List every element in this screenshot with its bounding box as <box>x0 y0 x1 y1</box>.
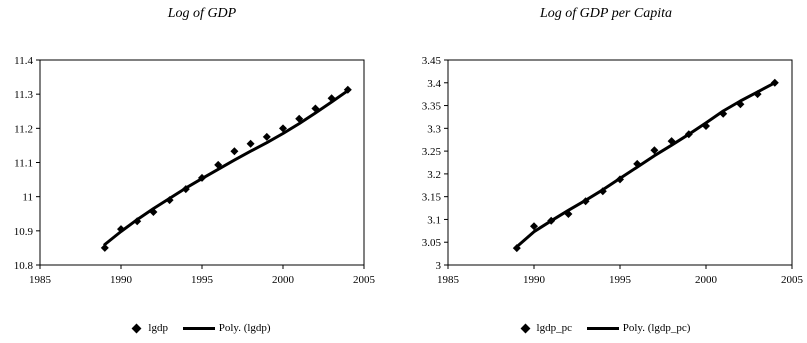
data-point <box>198 173 206 182</box>
legend-item-markers: lgdp <box>131 322 168 335</box>
chart-canvas-gdp: 10.8 10.9 11 11.1 11.2 11.3 11.4 1985 1990 1995 20… <box>14 55 376 286</box>
data-point <box>598 187 607 196</box>
chart-legend: lgdp Poly. (lgdp) <box>0 322 404 334</box>
y-tick-label: 11.2 <box>14 123 33 135</box>
data-point <box>100 243 109 252</box>
chart-canvas-gdp-per-capita: 3 3.05 3.1 3.15 3.2 3.25 3.3 3.35 3.4 3.45 1985 199… <box>422 55 804 286</box>
diamond-marker-icon <box>131 323 142 334</box>
x-tick-label: 1985 <box>29 274 52 286</box>
y-tick-label: 3 <box>436 260 442 272</box>
chart-title: Log of GDP <box>167 6 237 21</box>
legend-item-trendline: Poly. (lgdp) <box>182 322 271 335</box>
chart-title: Log of GDP per Capita <box>540 6 672 21</box>
data-point <box>753 90 762 99</box>
data-point <box>684 130 693 139</box>
data-point <box>262 132 271 141</box>
x-tick-label: 1990 <box>110 274 133 286</box>
diamond-marker-icon <box>520 323 530 334</box>
y-tick-label: 3.45 <box>422 55 442 67</box>
data-point <box>279 124 287 133</box>
data-point <box>530 222 538 231</box>
y-tick-label: 3.4 <box>427 78 441 90</box>
data-point <box>564 209 573 218</box>
chart-panel-gdp-per-capita: Log of GDP per Capita 3 3.05 3.1 3.15 3.2 3.2… <box>404 0 807 343</box>
x-tick-label: 2005 <box>781 274 804 286</box>
data-point <box>165 196 174 205</box>
data-point <box>343 85 352 94</box>
plot-area <box>447 59 793 266</box>
y-tick-label: 11.3 <box>14 89 33 101</box>
legend-item-markers: lgdp_pc <box>520 322 572 335</box>
legend-label: Poly. (lgdp) <box>218 322 271 335</box>
y-tick-label: 3.25 <box>422 146 442 158</box>
y-tick-label: 11.4 <box>14 55 33 67</box>
trendline <box>103 89 350 246</box>
data-point <box>181 185 190 194</box>
plot-area <box>39 59 365 266</box>
data-point <box>295 114 304 123</box>
x-tick-label: 1990 <box>523 274 546 286</box>
data-point <box>616 175 624 184</box>
legend-item-trendline: Poly. (lgdp_pc) <box>586 322 691 335</box>
data-point <box>117 225 125 234</box>
chart-legend: lgdp_pc Poly. (lgdp_pc) <box>404 322 807 334</box>
data-point <box>214 160 223 169</box>
y-tick-label: 3.35 <box>422 101 442 113</box>
legend-label: lgdp_pc <box>536 322 572 335</box>
y-tick-label: 11 <box>22 192 33 204</box>
y-tick-label: 11.1 <box>14 158 33 170</box>
data-point <box>736 100 745 109</box>
y-tick-label: 3.2 <box>427 169 441 181</box>
x-tick-label: 2000 <box>272 274 295 286</box>
data-point <box>633 159 642 168</box>
x-tick-label: 1985 <box>437 274 460 286</box>
trendline-swatch-icon <box>182 327 215 331</box>
data-point <box>702 122 710 131</box>
legend-label: Poly. (lgdp_pc) <box>622 322 691 335</box>
trendline-swatch-icon <box>586 327 619 331</box>
data-point <box>719 109 728 118</box>
data-point <box>512 244 521 253</box>
trendline <box>515 81 777 249</box>
y-tick-label: 3.1 <box>427 214 441 226</box>
data-point <box>327 94 336 103</box>
x-tick-label: 2000 <box>695 274 718 286</box>
data-point <box>133 217 142 226</box>
data-point <box>770 78 779 87</box>
data-point <box>149 208 158 217</box>
data-point <box>547 216 556 225</box>
y-tick-label: 3.15 <box>422 192 442 204</box>
y-tick-label: 3.05 <box>422 237 442 249</box>
data-point <box>667 137 676 146</box>
data-point <box>246 139 255 148</box>
data-point <box>581 197 590 206</box>
x-tick-label: 1995 <box>609 274 632 286</box>
data-point <box>230 147 239 156</box>
data-point <box>650 146 659 155</box>
x-tick-label: 2005 <box>353 274 376 286</box>
chart-panel-gdp: Log of GDP 10.8 10.9 11 11.1 11.2 11.3 11.4 198… <box>0 6 404 334</box>
x-tick-label: 1995 <box>191 274 214 286</box>
y-tick-label: 3.3 <box>427 123 441 135</box>
y-tick-label: 10.8 <box>14 260 34 272</box>
data-point <box>311 104 320 113</box>
y-tick-label: 10.9 <box>14 226 34 238</box>
legend-label: lgdp <box>148 322 168 335</box>
